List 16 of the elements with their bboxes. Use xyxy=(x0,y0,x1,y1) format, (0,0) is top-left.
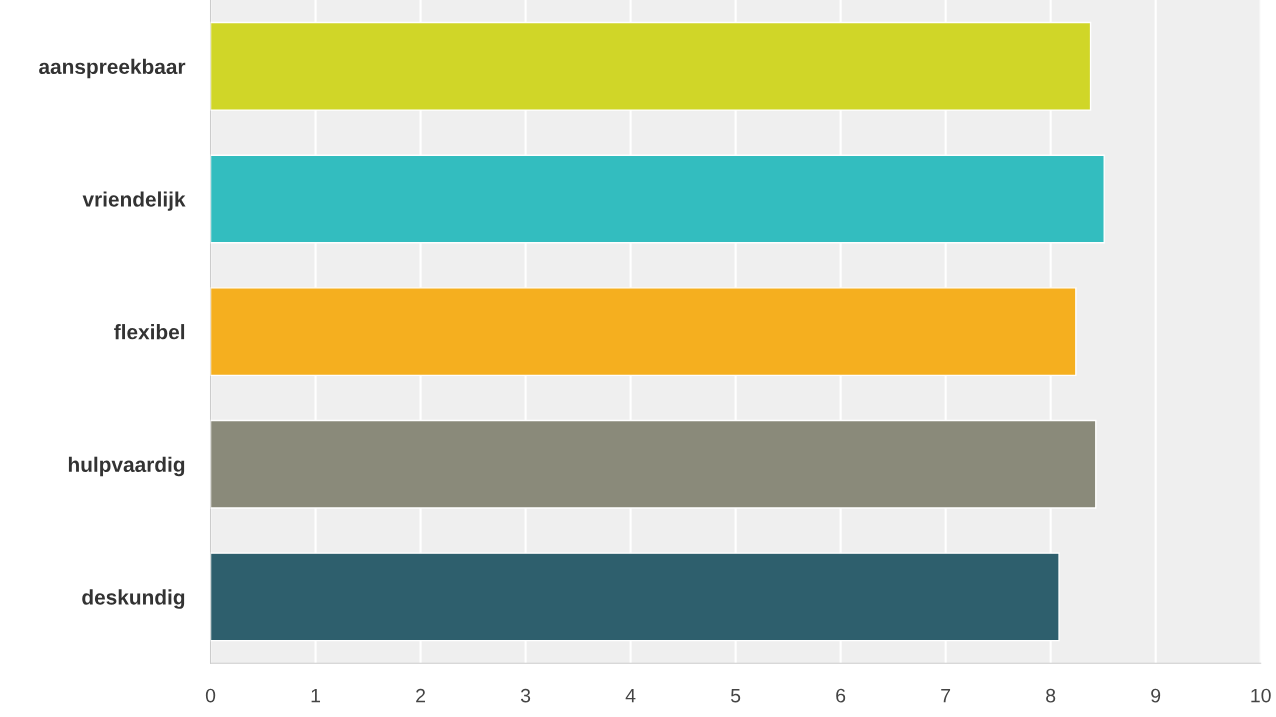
x-tick-label: 8 xyxy=(1046,688,1056,703)
x-tick-label: 1 xyxy=(311,688,321,703)
y-tick-label: deskundig xyxy=(82,589,185,609)
y-tick-label: aanspreekbaar xyxy=(39,58,186,79)
x-tick-label: 9 xyxy=(1151,688,1161,703)
y-tick-label: flexibel xyxy=(114,324,185,340)
x-tick-label: 5 xyxy=(730,688,741,703)
x-tick-label: 10 xyxy=(1251,688,1271,703)
x-tick-label: 4 xyxy=(625,688,636,703)
x-tick-label: 6 xyxy=(836,688,846,703)
y-tick-label: vriendelijk xyxy=(82,191,186,211)
x-tick-label: 2 xyxy=(416,688,425,703)
x-tick-label: 7 xyxy=(941,688,951,703)
x-tick-label: 0 xyxy=(205,688,216,703)
y-tick-label: hulpvaardig xyxy=(68,456,185,477)
x-tick-label: 3 xyxy=(520,688,531,703)
